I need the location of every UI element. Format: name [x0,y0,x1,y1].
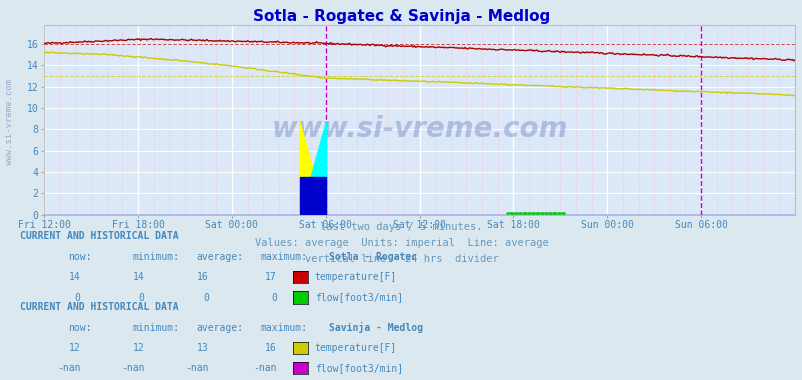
Text: temperature[F]: temperature[F] [314,272,396,282]
Text: 14: 14 [68,272,80,282]
Text: 17: 17 [265,272,277,282]
Text: www.si-vreme.com: www.si-vreme.com [271,115,567,143]
Polygon shape [299,177,326,215]
Text: -nan: -nan [57,363,80,373]
Text: 0: 0 [271,293,277,302]
Text: minimum:: minimum: [132,252,180,262]
Polygon shape [299,121,326,215]
Text: maximum:: maximum: [261,252,308,262]
Text: 0: 0 [75,293,80,302]
Text: CURRENT AND HISTORICAL DATA: CURRENT AND HISTORICAL DATA [20,302,179,312]
Text: 0: 0 [203,293,209,302]
Text: Values: average  Units: imperial  Line: average: Values: average Units: imperial Line: av… [254,238,548,248]
Text: -nan: -nan [253,363,277,373]
Text: flow[foot3/min]: flow[foot3/min] [314,293,403,302]
Text: 0: 0 [139,293,144,302]
Text: 16: 16 [196,272,209,282]
Text: 12: 12 [68,343,80,353]
Text: average:: average: [196,252,244,262]
Text: Sotla - Rogatec: Sotla - Rogatec [329,252,417,262]
Text: Savinja - Medlog: Savinja - Medlog [329,321,423,332]
Text: 14: 14 [132,272,144,282]
Text: 16: 16 [265,343,277,353]
Text: maximum:: maximum: [261,323,308,332]
Text: -nan: -nan [121,363,144,373]
Text: now:: now: [68,323,91,332]
Text: flow[foot3/min]: flow[foot3/min] [314,363,403,373]
Text: temperature[F]: temperature[F] [314,343,396,353]
Text: CURRENT AND HISTORICAL DATA: CURRENT AND HISTORICAL DATA [20,231,179,241]
Text: www.si-vreme.com: www.si-vreme.com [5,79,14,165]
Text: minimum:: minimum: [132,323,180,332]
Text: last two days / 5 minutes.: last two days / 5 minutes. [320,222,482,232]
Text: vertical line - 24 hrs  divider: vertical line - 24 hrs divider [304,254,498,264]
Text: 13: 13 [196,343,209,353]
Text: average:: average: [196,323,244,332]
Text: now:: now: [68,252,91,262]
Polygon shape [299,121,326,215]
Text: 12: 12 [132,343,144,353]
Text: Sotla - Rogatec & Savinja - Medlog: Sotla - Rogatec & Savinja - Medlog [253,10,549,24]
Text: -nan: -nan [185,363,209,373]
